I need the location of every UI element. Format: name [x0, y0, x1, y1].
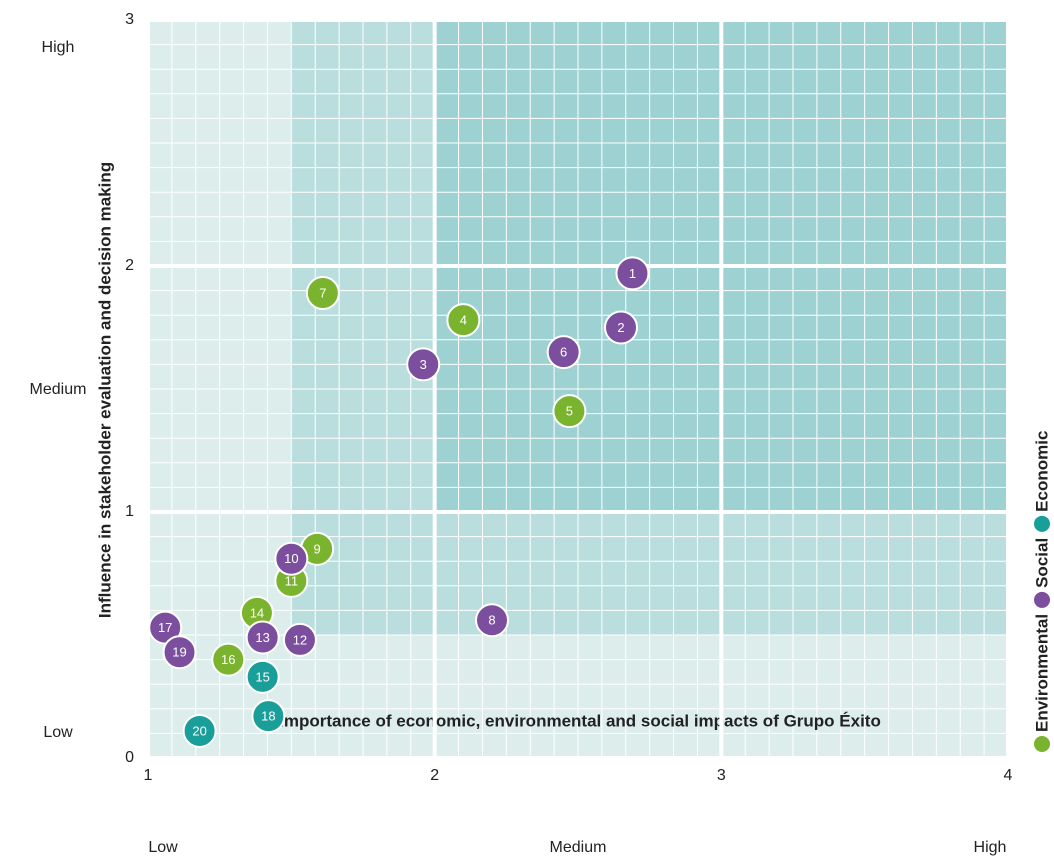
point-label: 3 [420, 357, 427, 372]
point [446, 303, 481, 338]
legend-swatch [1034, 515, 1050, 532]
point-label: 9 [314, 541, 321, 556]
point-label: 4 [460, 313, 467, 328]
legend-label: Environmental [1032, 614, 1051, 732]
x-tick-label: 3 [717, 767, 726, 784]
x-level-label: Medium [550, 839, 607, 856]
y-tick-label: 3 [125, 11, 134, 28]
point-label: 10 [284, 551, 298, 566]
legend-label: Social [1032, 538, 1051, 588]
y-tick-label: 2 [125, 257, 134, 274]
legend-label: Economic [1032, 431, 1051, 512]
point [182, 713, 217, 748]
point-label: 15 [255, 669, 269, 684]
y-level-label: Medium [30, 381, 87, 398]
x-tick-label: 4 [1004, 767, 1013, 784]
y-level-label: Low [43, 724, 73, 741]
y-tick-label: 0 [125, 749, 134, 766]
point [604, 310, 638, 345]
point [274, 541, 309, 576]
point-label: 16 [221, 652, 235, 667]
legend: Environmental Social Economic [1032, 431, 1051, 752]
y-tick-label: 1 [125, 503, 134, 520]
x-axis-label: Importance of economic, environmental an… [279, 711, 881, 730]
y-axis-label: Influence in stakeholder evaluation and … [95, 162, 114, 618]
point-label: 11 [285, 573, 299, 588]
point-label: 14 [250, 605, 264, 620]
point [546, 335, 581, 370]
point-label: 5 [566, 404, 573, 419]
point-label: 19 [172, 645, 186, 660]
point-label: 6 [560, 345, 567, 360]
point [552, 394, 587, 429]
point-label: 18 [261, 709, 275, 724]
legend-swatch [1034, 591, 1050, 608]
point-label: 7 [319, 285, 326, 300]
point [245, 659, 280, 694]
point [615, 256, 650, 291]
x-level-label: Low [148, 839, 178, 856]
point-label: 8 [488, 613, 495, 628]
point [406, 347, 441, 382]
point [305, 276, 340, 311]
point [162, 635, 197, 670]
point-label: 12 [293, 632, 307, 647]
point-label: 1 [629, 266, 636, 281]
point [245, 620, 280, 655]
x-level-label: High [974, 839, 1007, 856]
y-level-label: High [42, 39, 75, 56]
x-tick-label: 2 [430, 767, 439, 784]
point-label: 13 [255, 630, 269, 645]
point-label: 20 [192, 723, 206, 738]
point [251, 699, 286, 734]
point [282, 622, 317, 657]
point [475, 603, 509, 638]
point-label: 2 [617, 320, 624, 335]
x-tick-label: 1 [144, 767, 153, 784]
point-label: 17 [158, 620, 172, 635]
legend-swatch [1034, 736, 1050, 752]
point [211, 642, 246, 677]
